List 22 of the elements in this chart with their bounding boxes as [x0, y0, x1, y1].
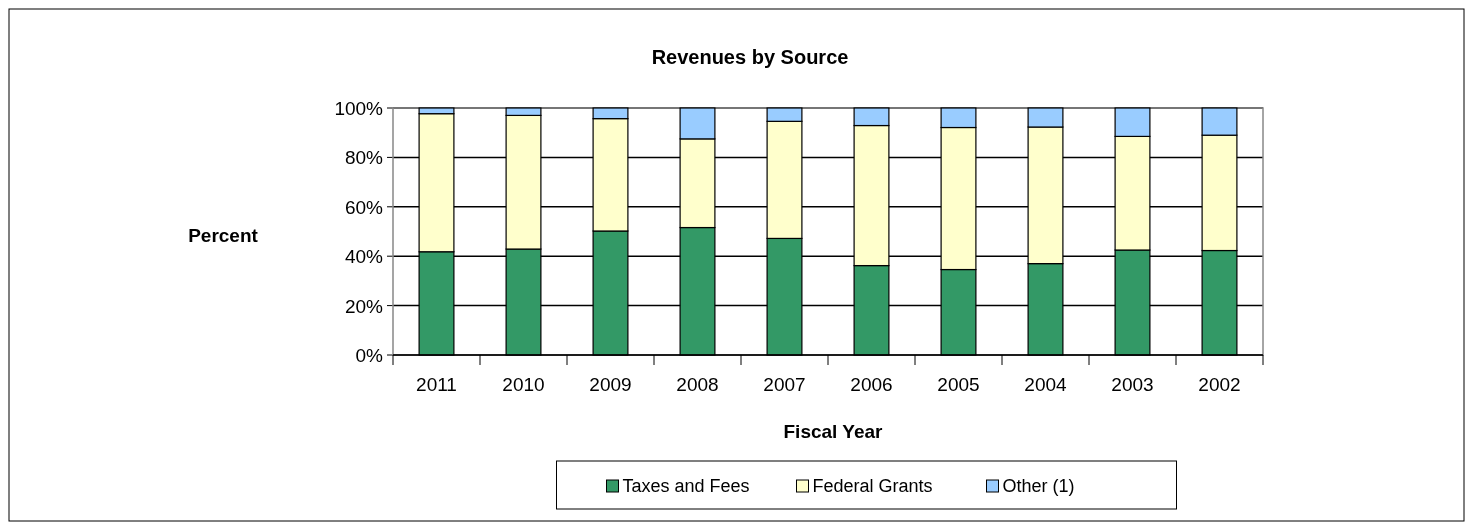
legend-label: Taxes and Fees	[622, 476, 750, 496]
x-tick-label: 2003	[1111, 374, 1154, 395]
legend-label: Other (1)	[1002, 476, 1075, 496]
x-tick-label: 2005	[937, 374, 980, 395]
x-tick-label: 2008	[676, 374, 719, 395]
y-tick-label: 60%	[344, 196, 384, 218]
legend-label: Federal Grants	[812, 476, 933, 496]
x-tick-label: 2011	[416, 374, 457, 395]
x-axis-title: Fiscal Year	[783, 421, 884, 442]
x-tick-label: 2009	[589, 374, 632, 395]
chart-title: Revenues by Source	[651, 46, 849, 68]
y-tick-label: 0%	[355, 345, 384, 366]
x-tick-label: 2002	[1198, 374, 1241, 395]
y-tick-label: 100%	[334, 98, 384, 119]
x-tick-label: 2010	[502, 374, 545, 395]
y-axis-title: Percent	[188, 225, 259, 246]
y-tick-label: 20%	[344, 295, 384, 317]
x-tick-label: 2007	[763, 374, 806, 395]
x-tick-label: 2006	[850, 374, 893, 395]
x-tick-label: 2004	[1024, 374, 1068, 395]
y-tick-label: 40%	[344, 246, 384, 268]
y-tick-label: 80%	[344, 147, 384, 169]
